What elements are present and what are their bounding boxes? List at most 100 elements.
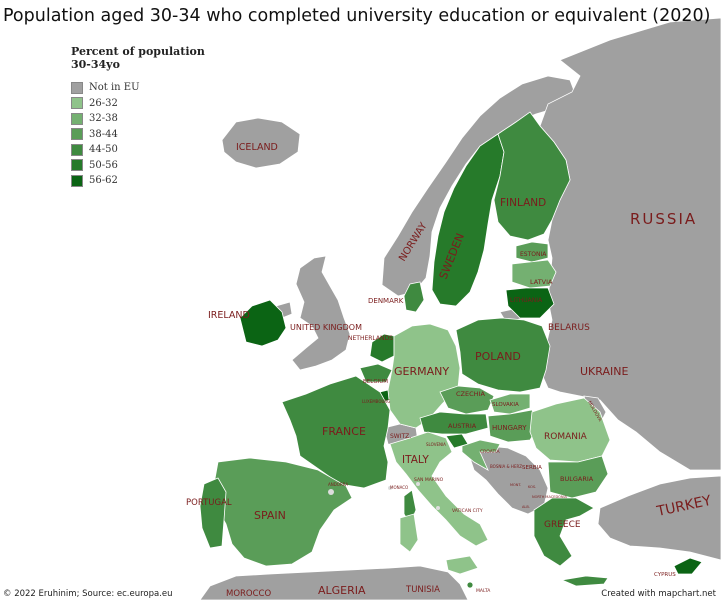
label-bulgaria: BULGARIA bbox=[560, 475, 594, 483]
legend-swatch bbox=[71, 81, 83, 94]
legend-item: 50-56 bbox=[71, 158, 211, 173]
label-kosovo: KOS. bbox=[528, 485, 536, 489]
legend-label: 50-56 bbox=[89, 159, 118, 171]
label-vatican-city: VATICAN CITY bbox=[452, 508, 483, 514]
country-italy bbox=[389, 431, 489, 547]
country-slovakia bbox=[489, 393, 531, 415]
san-marino-marker bbox=[416, 482, 420, 486]
country-france bbox=[281, 375, 391, 489]
country-sardinia bbox=[399, 513, 419, 553]
legend-label: 26-32 bbox=[89, 97, 118, 109]
label-serbia: SERBIA bbox=[522, 465, 542, 471]
label-croatia: CROATIA bbox=[480, 449, 501, 455]
legend-item: 26-32 bbox=[71, 96, 211, 111]
legend-label: 32-38 bbox=[89, 113, 118, 124]
label-austria: AUSTRIA bbox=[448, 422, 477, 430]
footer-made-with: Created with mapchart.net bbox=[601, 589, 716, 599]
label-italy: ITALY bbox=[402, 454, 429, 466]
label-germany: GERMANY bbox=[394, 365, 449, 378]
label-slovenia: SLOVENIA bbox=[426, 442, 446, 447]
country-bulgaria bbox=[547, 455, 609, 499]
label-netherlands: NETHERLANDS bbox=[348, 335, 393, 342]
country-belgium bbox=[359, 363, 393, 383]
label-algeria: ALGERIA bbox=[318, 584, 366, 597]
legend-label: 38-44 bbox=[89, 128, 118, 140]
legend-swatch bbox=[71, 112, 83, 125]
label-lithuania: LITHUANIA bbox=[510, 297, 543, 304]
country-malta bbox=[466, 581, 474, 589]
country-denmark bbox=[403, 281, 425, 313]
legend-item: 32-38 bbox=[71, 111, 211, 126]
legend-label: Not in EU bbox=[89, 82, 140, 93]
label-latvia: LATVIA bbox=[530, 278, 553, 286]
label-andorra: ANDORRA bbox=[328, 482, 348, 487]
label-estonia: ESTONIA bbox=[520, 251, 547, 258]
label-ireland: IRELAND bbox=[208, 310, 250, 321]
andorra-marker bbox=[328, 489, 334, 495]
country-latvia bbox=[511, 259, 557, 289]
legend-label: 56-62 bbox=[89, 175, 118, 186]
country-portugal bbox=[199, 477, 227, 549]
label-cyprus: CYPRUS bbox=[654, 572, 676, 578]
label-luxembourg: LUXEMBOURG bbox=[362, 399, 390, 404]
country-poland bbox=[455, 317, 551, 393]
label-finland: FINLAND bbox=[500, 197, 546, 209]
label-czechia: CZECHIA bbox=[456, 390, 485, 398]
country-sicily bbox=[445, 555, 479, 575]
legend-item: 44-50 bbox=[71, 142, 211, 157]
label-portugal: PORTUGAL bbox=[186, 498, 232, 508]
vatican-marker bbox=[436, 506, 440, 510]
label-denmark: DENMARK bbox=[368, 297, 404, 305]
label-spain: SPAIN bbox=[254, 509, 286, 522]
label-monaco: MONACO bbox=[390, 485, 408, 490]
label-romania: ROMANIA bbox=[544, 432, 588, 442]
label-north-macedonia: NORTH MACEDONIA bbox=[532, 495, 568, 499]
label-montenegro: MONT. bbox=[510, 483, 521, 487]
legend-swatch bbox=[71, 128, 83, 140]
country-cyprus bbox=[673, 557, 703, 575]
label-france: FRANCE bbox=[322, 425, 366, 438]
legend-title: Percent of population 30-34yo bbox=[71, 45, 205, 71]
monaco-marker bbox=[388, 486, 392, 490]
label-tunisia: TUNISIA bbox=[405, 585, 440, 595]
label-russia: RUSSIA bbox=[630, 210, 697, 228]
label-hungary: HUNGARY bbox=[492, 424, 527, 432]
legend-item: 38-44 bbox=[71, 127, 211, 142]
country-north-africa bbox=[199, 565, 469, 600]
country-finland bbox=[493, 111, 571, 241]
country-turkey bbox=[597, 475, 721, 561]
legend-swatch bbox=[71, 97, 83, 109]
label-belgium: BELGIUM bbox=[363, 379, 388, 385]
legend: Percent of population 30-34yo Not in EU … bbox=[71, 45, 211, 189]
country-united-kingdom bbox=[291, 255, 351, 371]
country-crete bbox=[560, 575, 609, 587]
legend-swatch bbox=[71, 159, 83, 171]
country-ireland bbox=[239, 299, 287, 347]
label-slovakia: SLOVAKIA bbox=[492, 402, 519, 408]
footer-credit: © 2022 Eruhinim; Source: ec.europa.eu bbox=[3, 589, 173, 599]
label-malta: MALTA bbox=[476, 588, 491, 594]
label-belarus: BELARUS bbox=[548, 323, 590, 333]
legend-item: 56-62 bbox=[71, 173, 211, 188]
legend-item: Not in EU bbox=[71, 80, 211, 95]
label-greece: GREECE bbox=[544, 520, 581, 530]
country-iceland bbox=[221, 117, 301, 169]
legend-label: 44-50 bbox=[89, 144, 118, 155]
legend-swatch bbox=[71, 143, 83, 156]
label-albania: ALB. bbox=[522, 505, 530, 509]
country-estonia bbox=[515, 241, 549, 263]
label-switzerland: SWITZ. bbox=[390, 433, 411, 440]
country-lithuania bbox=[505, 287, 555, 319]
legend-swatch bbox=[71, 174, 83, 187]
label-ukraine: UKRAINE bbox=[580, 365, 628, 378]
label-morocco: MOROCCO bbox=[226, 589, 271, 599]
country-germany bbox=[387, 323, 461, 429]
country-greece bbox=[533, 497, 595, 567]
map-title: Population aged 30-34 who completed univ… bbox=[3, 6, 711, 26]
label-united-kingdom: UNITED KINGDOM bbox=[290, 323, 362, 332]
label-san-marino: SAN MARINO bbox=[414, 477, 444, 483]
label-poland: POLAND bbox=[475, 350, 521, 363]
label-iceland: ICELAND bbox=[236, 142, 278, 153]
